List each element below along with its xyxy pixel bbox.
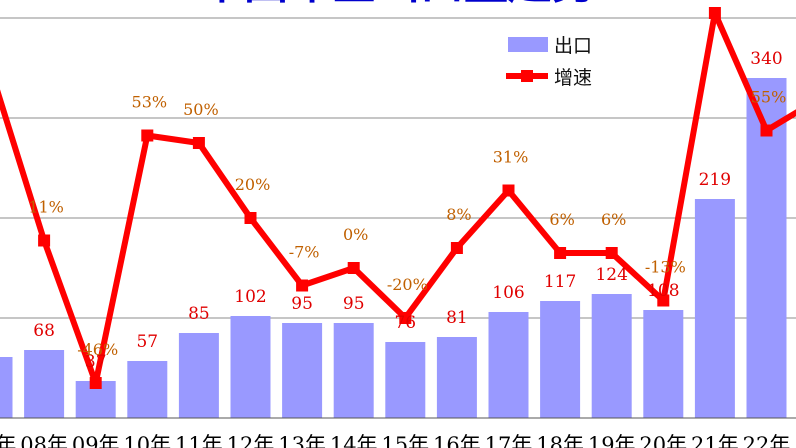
bar-13年 [282, 323, 323, 418]
bar-07年 [0, 357, 13, 418]
bar-label: 102 [234, 287, 266, 307]
x-tick-label: 21年 [691, 433, 739, 448]
bar-label: 81 [446, 308, 468, 328]
growth-label: -13% [645, 258, 686, 277]
growth-line-series [0, 7, 796, 389]
bar-label: 37 [85, 352, 107, 372]
bar-21年 [694, 199, 735, 418]
x-tick-label: 15年 [381, 433, 429, 448]
growth-label: 50% [183, 100, 219, 119]
bar-11年 [178, 333, 219, 418]
bar-18年 [540, 301, 581, 418]
growth-label: 6% [549, 210, 574, 229]
bar-label: 219 [699, 170, 731, 190]
x-tick-label: 07年 [0, 433, 16, 448]
growth-marker-11年 [192, 137, 205, 149]
x-tick-label: 19年 [588, 433, 636, 448]
growth-marker-14年 [347, 262, 360, 274]
growth-marker-19年 [605, 247, 618, 259]
bar-label: 117 [544, 272, 576, 292]
x-tick-label: 14年 [330, 433, 378, 448]
x-tick-label: 18年 [536, 433, 584, 448]
growth-marker-09年 [89, 377, 102, 389]
legend-label-bar: 出口 [554, 35, 592, 57]
growth-marker-20年 [657, 294, 670, 307]
x-tick-label: 11年 [175, 433, 223, 448]
bar-19年 [591, 294, 632, 418]
growth-marker-12年 [244, 212, 257, 224]
bar-label: 68 [33, 321, 55, 341]
growth-label: 53% [132, 93, 168, 112]
bar-15年 [385, 342, 426, 418]
x-tick-label: 17年 [485, 433, 533, 448]
growth-marker-08年 [38, 234, 51, 247]
bar-label: 95 [343, 294, 365, 314]
x-tick-label: 12年 [227, 433, 275, 448]
bar-label: 124 [595, 265, 627, 285]
bar-16年 [436, 337, 477, 418]
growth-label: -20% [387, 275, 428, 294]
x-tick-label: 20年 [639, 433, 687, 448]
growth-label: 8% [446, 205, 471, 224]
bar-08年 [24, 350, 65, 418]
growth-marker-13年 [296, 279, 309, 292]
bar-label: 95 [291, 294, 313, 314]
x-axis: 07年08年09年10年11年12年13年14年15年16年17年18年19年2… [0, 417, 796, 448]
bar-label: 340 [750, 49, 782, 69]
growth-marker-16年 [450, 242, 463, 254]
growth-label: 55% [751, 88, 787, 107]
legend-label-line: 增速 [554, 67, 592, 89]
bar-10年 [127, 361, 168, 418]
legend: 出口 增速 [506, 35, 592, 89]
growth-label: 0% [343, 225, 368, 244]
growth-label: 31% [493, 148, 529, 167]
x-tick-label: 10年 [123, 433, 171, 448]
bar-label: 57 [136, 332, 158, 352]
chart-title: 中国车企出口量趋势 [200, 0, 596, 9]
growth-label: 6% [601, 210, 626, 229]
growth-marker-21年 [708, 7, 721, 19]
data-labels: 68 37 57 85 102 95 95 76 81 106 117 124 108 219 340 11%… [28, 49, 786, 372]
growth-label: -46% [77, 340, 118, 359]
bar-12年 [230, 316, 271, 418]
bar-label: 85 [188, 304, 210, 324]
legend-swatch-marker [521, 70, 533, 82]
growth-label: 11% [28, 198, 64, 217]
bar-20年 [643, 310, 684, 418]
x-tick-label: 08年 [20, 433, 68, 448]
growth-marker-22年 [760, 124, 773, 137]
growth-marker-17年 [502, 184, 515, 197]
x-tick-label: 09年 [72, 433, 120, 448]
x-tick-label: 22年 [743, 433, 791, 448]
growth-label: -7% [289, 243, 320, 262]
bar-label: 76 [394, 313, 416, 333]
legend-swatch-bar [508, 37, 548, 52]
growth-marker-10年 [141, 129, 154, 142]
growth-marker-18年 [554, 247, 567, 259]
bar-14年 [333, 323, 374, 418]
x-tick-label: 16年 [433, 433, 481, 448]
growth-marker-15年 [399, 312, 412, 324]
growth-label: 20% [235, 175, 271, 194]
bar-series [0, 78, 787, 418]
x-tick-label: 13年 [278, 433, 326, 448]
bar-label: 108 [647, 281, 679, 301]
bar-label: 106 [492, 283, 524, 303]
bar-17年 [488, 312, 529, 418]
